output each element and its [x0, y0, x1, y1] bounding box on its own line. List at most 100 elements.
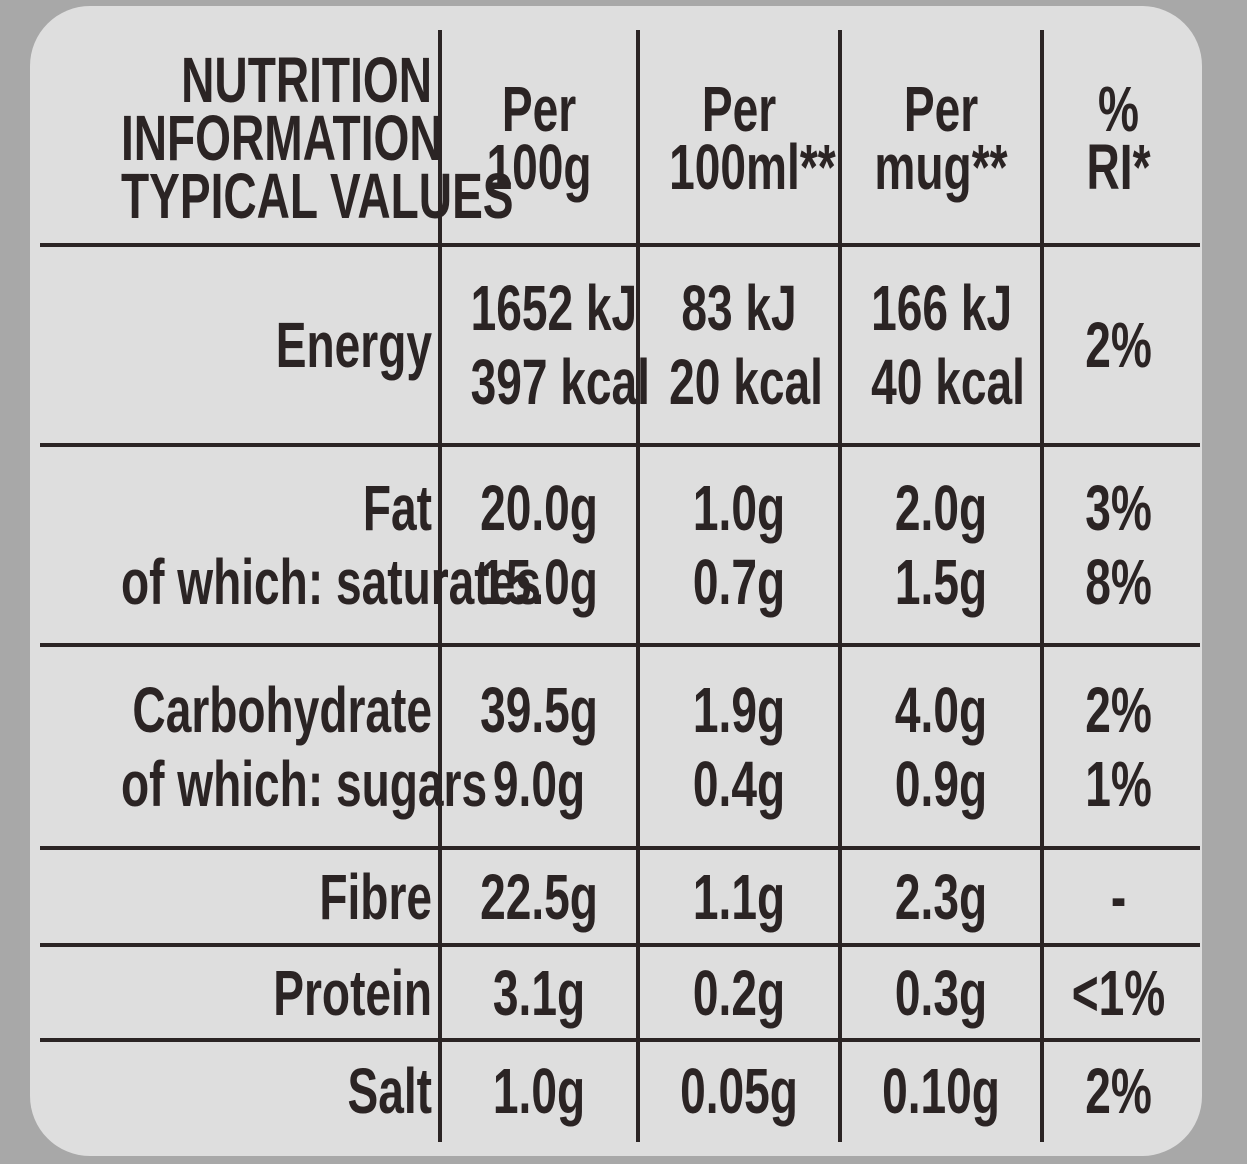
cell-text: TYPICAL VALUES — [120, 159, 514, 232]
table-cell: 83 kJ 20 kcal — [642, 245, 836, 445]
table-cell: 166 kJ 40 kcal — [844, 245, 1038, 445]
cell-text: 0.05g — [680, 1055, 798, 1127]
cell-text: 40 kcal — [871, 346, 1025, 418]
table-cell: 0.2g — [642, 945, 836, 1040]
cell-text: 0.7g — [692, 546, 786, 618]
cell-text: 166 kJ — [871, 272, 1013, 344]
cell-text: 2.3g — [894, 860, 988, 933]
cell-text: - — [1110, 860, 1127, 933]
cell-text: 0.9g — [894, 747, 988, 820]
table-cell: Carbohydrate of which: sugars — [0, 645, 488, 848]
cell-text: Energy — [275, 309, 432, 381]
cell-text: Per — [701, 72, 777, 145]
cell-text: 22.5g — [480, 860, 598, 933]
row-divider — [40, 243, 1200, 247]
table-cell: Fat of which: saturates — [0, 445, 541, 645]
cell-text: Carbohydrate — [132, 673, 433, 746]
cell-text: RI* — [1086, 130, 1151, 203]
header-cell: Per 100ml** — [642, 30, 836, 245]
cell-text: <1% — [1071, 956, 1166, 1029]
table-cell: 0.3g — [844, 945, 1038, 1040]
cell-text: 83 kJ — [681, 272, 797, 344]
table-cell: Salt — [0, 1040, 432, 1142]
cell-text: 1.0g — [492, 1055, 586, 1127]
cell-text: 20 kcal — [669, 346, 823, 418]
cell-text: 9.0g — [492, 747, 586, 820]
cell-text: of which: sugars — [120, 747, 488, 820]
table-cell: 3% 8% — [1046, 445, 1191, 645]
cell-text: 8% — [1085, 546, 1152, 618]
table-cell: Protein — [0, 945, 432, 1040]
cell-text: 1652 kJ — [470, 272, 638, 344]
table-cell: 0.05g — [642, 1040, 836, 1142]
column-divider — [1040, 30, 1044, 1142]
cell-text: Per — [903, 72, 979, 145]
table-cell: 0.10g — [844, 1040, 1038, 1142]
cell-text: Protein — [273, 956, 432, 1029]
row-divider — [40, 846, 1200, 850]
header-cell: Per 100g — [444, 30, 634, 245]
table-cell: 2% 1% — [1046, 645, 1191, 848]
table-cell: 1652 kJ 397 kcal — [444, 245, 650, 445]
cell-text: % — [1098, 72, 1139, 145]
table-cell: 1.1g — [642, 848, 836, 945]
cell-text: 3.1g — [492, 956, 586, 1029]
cell-text: INFORMATION — [120, 101, 443, 174]
cell-text: 1% — [1085, 747, 1152, 820]
cell-text: of which: saturates — [120, 546, 541, 618]
cell-text: 1.5g — [894, 546, 988, 618]
column-divider — [838, 30, 842, 1142]
cell-text: 4.0g — [894, 673, 988, 746]
cell-text: Per — [501, 72, 577, 145]
cell-text: 0.4g — [692, 747, 786, 820]
column-divider — [438, 30, 442, 1142]
table-cell: - — [1046, 848, 1191, 945]
cell-text: 100ml** — [669, 130, 836, 203]
row-divider — [40, 1038, 1200, 1042]
cell-text: Fibre — [319, 860, 432, 933]
header-cell: % RI* — [1046, 30, 1191, 245]
row-divider — [40, 443, 1200, 447]
cell-text: 15.0g — [480, 546, 598, 618]
cell-text: 100g — [486, 130, 592, 203]
cell-text: 397 kcal — [470, 346, 650, 418]
table-cell: 2% — [1046, 1040, 1191, 1142]
table-cell: <1% — [1046, 945, 1191, 1040]
table-cell: 20.0g 15.0g — [444, 445, 634, 645]
table-cell: 1.9g 0.4g — [642, 645, 836, 848]
table-cell: 1.0g 0.7g — [642, 445, 836, 645]
row-divider — [40, 943, 1200, 947]
cell-text: 20.0g — [480, 472, 598, 544]
cell-text: 2% — [1085, 1055, 1152, 1127]
table-cell: 3.1g — [444, 945, 634, 1040]
header-cell: Per mug** — [844, 30, 1038, 245]
row-divider — [40, 643, 1200, 647]
table-cell: 22.5g — [444, 848, 634, 945]
cell-text: 2% — [1085, 673, 1152, 746]
cell-text: 2% — [1085, 309, 1152, 381]
table-cell: Energy — [0, 245, 432, 445]
table-cell: 1.0g — [444, 1040, 634, 1142]
cell-text: Salt — [347, 1055, 432, 1127]
label-background — [30, 6, 1202, 1156]
cell-text: 3% — [1085, 472, 1152, 544]
table-cell: 39.5g 9.0g — [444, 645, 634, 848]
cell-text: 2.0g — [894, 472, 988, 544]
cell-text: mug** — [874, 130, 1008, 203]
cell-text: 0.2g — [692, 956, 786, 1029]
table-cell: Fibre — [0, 848, 432, 945]
cell-text: 39.5g — [480, 673, 598, 746]
table-cell: 4.0g 0.9g — [844, 645, 1038, 848]
table-cell: 2.0g 1.5g — [844, 445, 1038, 645]
cell-text: 0.10g — [882, 1055, 1000, 1127]
cell-text: Fat — [362, 472, 432, 544]
cell-text: 1.9g — [692, 673, 786, 746]
header-cell: NUTRITION INFORMATION TYPICAL VALUES — [0, 30, 514, 245]
table-cell: 2.3g — [844, 848, 1038, 945]
table-cell: 2% — [1046, 245, 1191, 445]
cell-text: 1.1g — [692, 860, 786, 933]
cell-text: 1.0g — [692, 472, 786, 544]
column-divider — [636, 30, 640, 1142]
